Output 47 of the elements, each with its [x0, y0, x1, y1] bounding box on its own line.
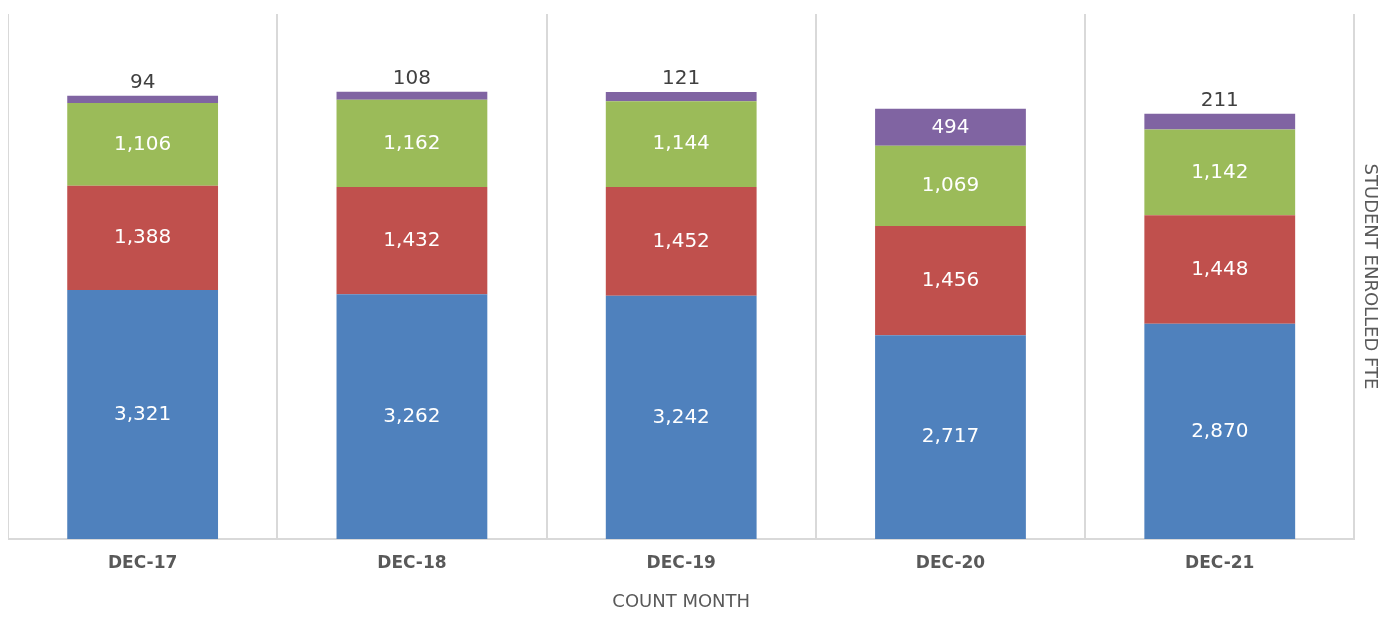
data-label: 1,162 — [383, 129, 441, 154]
bar — [875, 335, 1026, 539]
data-label: 1,432 — [383, 226, 441, 251]
bar — [67, 185, 219, 290]
data-label: 1,069 — [921, 172, 980, 197]
data-label: 1,388 — [114, 224, 172, 249]
data-label: 211 — [1200, 86, 1239, 111]
data-label: 1,448 — [1191, 255, 1249, 280]
x-tick-label: DEC-17 — [107, 551, 178, 572]
bar — [336, 91, 488, 100]
data-label: 108 — [392, 64, 432, 89]
bar — [875, 108, 1026, 146]
data-label: 1,106 — [114, 130, 172, 155]
data-label: 2,717 — [921, 423, 980, 448]
x-tick-label: DEC-21 — [1185, 551, 1255, 572]
x-tick-label: DEC-18 — [377, 551, 447, 572]
data-label: 1,144 — [652, 130, 710, 155]
y-axis-title: STUDENT ENROLLED FTE — [1360, 163, 1382, 390]
x-tick-label: DEC-19 — [646, 551, 716, 572]
bar — [605, 92, 757, 102]
data-label: 1,452 — [652, 227, 710, 252]
bar — [605, 101, 757, 187]
bar — [336, 294, 488, 539]
x-tick-label: DEC-20 — [915, 551, 986, 572]
bar — [1144, 113, 1296, 130]
bar — [875, 226, 1026, 336]
bar — [67, 95, 219, 103]
data-label: 121 — [662, 65, 701, 90]
data-label: 3,321 — [114, 400, 172, 425]
bar — [67, 102, 219, 186]
data-label: 94 — [129, 69, 156, 94]
bar — [605, 295, 757, 539]
data-label: 3,242 — [652, 403, 710, 428]
data-label: 3,262 — [383, 402, 441, 427]
bar — [67, 289, 219, 539]
bar — [605, 186, 757, 296]
bar — [336, 186, 488, 295]
bar — [1144, 215, 1296, 324]
bar — [875, 145, 1026, 227]
bar — [1144, 323, 1296, 539]
bar — [1144, 129, 1296, 216]
data-label: 2,870 — [1191, 417, 1249, 442]
x-axis-title: COUNT MONTH — [612, 589, 751, 611]
data-label: 494 — [931, 113, 970, 138]
bar — [336, 99, 488, 187]
data-label: 1,456 — [921, 266, 980, 291]
data-label: 1,142 — [1191, 158, 1249, 183]
